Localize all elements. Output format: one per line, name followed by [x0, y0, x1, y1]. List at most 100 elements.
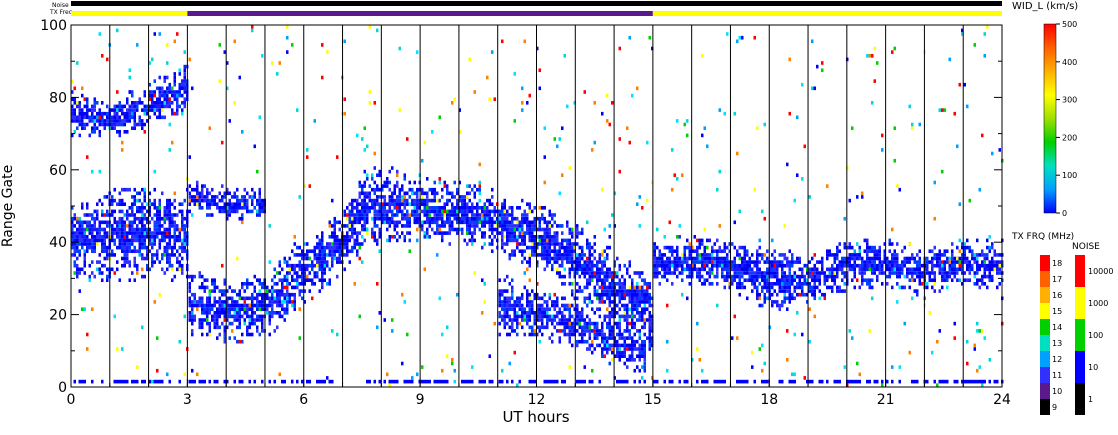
echo-cell: [113, 198, 116, 203]
echo-cell: [333, 216, 336, 221]
echo-cell: [111, 209, 114, 214]
noise-cell: [431, 130, 434, 134]
echo-cell: [166, 253, 169, 257]
echo-cell: [411, 213, 414, 217]
echo-cell: [438, 209, 441, 214]
echo-cell: [321, 274, 324, 279]
echo-cell: [73, 108, 76, 112]
noise-cell: [401, 361, 404, 366]
echo-cell: [631, 289, 634, 293]
echo-cell: [116, 122, 119, 127]
echo-cell: [386, 213, 389, 217]
echo-cell: [503, 235, 506, 239]
echo-cell: [158, 97, 161, 102]
echo-cell: [146, 220, 149, 225]
echo-cell: [603, 282, 606, 286]
echo-cell: [776, 292, 779, 297]
echo-cell: [641, 311, 644, 315]
noise-cell: [173, 111, 176, 116]
echo-cell: [143, 122, 146, 127]
echo-cell: [716, 260, 719, 264]
echo-cell: [563, 238, 566, 243]
echo-cell: [563, 245, 566, 250]
echo-cell: [783, 282, 786, 286]
echo-cell: [288, 282, 291, 286]
echo-cell: [713, 249, 716, 254]
echo-cell: [471, 206, 474, 210]
echo-cell: [533, 318, 536, 322]
echo-cell: [508, 314, 511, 319]
echo-cell: [606, 321, 609, 326]
echo-cell: [936, 263, 939, 268]
echo-cell: [71, 253, 74, 257]
echo-cell: [873, 379, 876, 384]
echo-cell: [373, 235, 376, 239]
echo-cell: [406, 209, 409, 214]
echo-cell: [668, 263, 671, 268]
echo-cell: [101, 238, 104, 243]
echo-cell: [453, 180, 456, 185]
noise-cell: [483, 300, 486, 304]
echo-cell: [628, 343, 631, 348]
noise-cell: [651, 46, 654, 51]
echo-cell: [598, 278, 601, 283]
noise-cell: [673, 173, 676, 178]
echo-cell: [866, 282, 869, 286]
echo-cell: [603, 332, 606, 337]
echo-cell: [501, 289, 504, 293]
echo-cell: [241, 195, 244, 199]
echo-cell: [821, 263, 824, 268]
echo-cell: [501, 216, 504, 221]
echo-cell: [448, 216, 451, 221]
echo-cell: [228, 202, 231, 207]
echo-cell: [931, 285, 934, 290]
noise-cell: [761, 368, 764, 373]
noise-cell: [851, 126, 854, 131]
echo-cell: [228, 206, 231, 210]
echo-cell: [576, 314, 579, 319]
echo-cell: [401, 209, 404, 214]
echo-cell: [188, 318, 191, 322]
echo-cell: [926, 263, 929, 268]
echo-cell: [141, 209, 144, 214]
echo-cell: [766, 260, 769, 264]
echo-cell: [663, 274, 666, 279]
echo-cell: [301, 289, 304, 293]
noise-cell: [683, 267, 686, 272]
echo-cell: [836, 289, 839, 293]
echo-cell: [208, 307, 211, 312]
echo-cell: [613, 336, 616, 340]
echo-cell: [426, 177, 429, 181]
echo-cell: [226, 318, 229, 322]
echo-cell: [346, 238, 349, 243]
echo-cell: [731, 242, 734, 246]
echo-cell: [243, 303, 246, 308]
echo-cell: [576, 296, 579, 301]
echo-cell: [471, 238, 474, 243]
echo-cell: [516, 300, 519, 304]
echo-cell: [376, 238, 379, 243]
echo-cell: [101, 119, 104, 123]
echo-cell: [91, 111, 94, 116]
echo-cell: [93, 235, 96, 239]
echo-cell: [623, 339, 626, 344]
echo-cell: [396, 238, 399, 243]
echo-cell: [628, 300, 631, 304]
echo-cell: [468, 216, 471, 221]
echo-cell: [191, 187, 194, 192]
noise-cell: [403, 300, 406, 304]
echo-cell: [548, 224, 551, 228]
noise-cell: [206, 314, 209, 319]
echo-cell: [236, 300, 239, 304]
echo-cell: [423, 213, 426, 217]
echo-cell: [703, 249, 706, 254]
echo-cell: [303, 263, 306, 268]
echo-cell: [873, 271, 876, 275]
echo-cell: [648, 325, 651, 330]
noise-cell: [813, 86, 816, 91]
echo-cell: [121, 249, 124, 254]
echo-cell: [873, 245, 876, 250]
echo-cell: [648, 285, 651, 290]
echo-cell: [178, 263, 181, 268]
echo-cell: [146, 235, 149, 239]
